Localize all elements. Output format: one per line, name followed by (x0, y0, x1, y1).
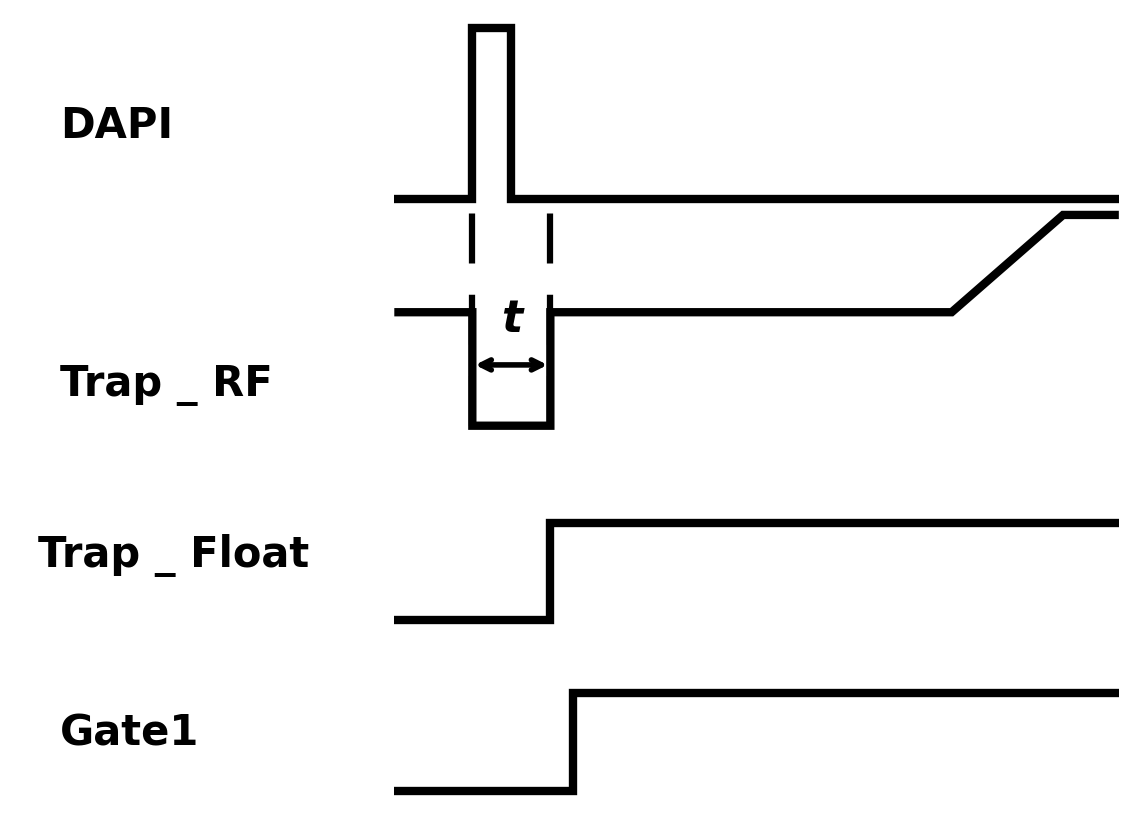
Text: Trap _ Float: Trap _ Float (37, 534, 309, 577)
Text: DAPI: DAPI (60, 105, 173, 147)
Text: t: t (501, 297, 522, 341)
Text: Gate1: Gate1 (60, 713, 199, 755)
Text: Trap _ RF: Trap _ RF (60, 364, 273, 406)
